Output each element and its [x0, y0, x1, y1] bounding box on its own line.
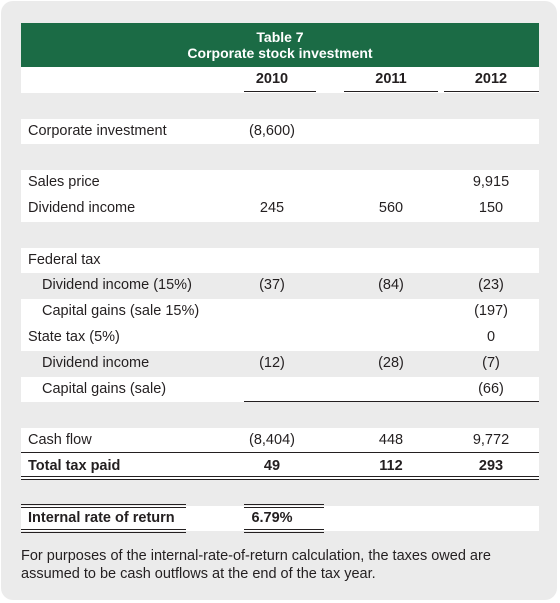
cell-2012: (23) — [478, 277, 504, 294]
cell-2011: 560 — [378, 199, 404, 216]
cell-2012: (7) — [482, 354, 500, 371]
table-subtitle: Corporate stock investment — [187, 45, 373, 61]
row-label: State tax (5%) — [28, 328, 120, 345]
cell-2010: 245 — [259, 199, 285, 216]
row-label: Cash flow — [28, 432, 92, 449]
cell-2012: 293 — [478, 457, 504, 474]
table-row: Corporate investment (8,600) — [21, 118, 539, 145]
corporate-stock-table: Table 7 Corporate stock investment 2010 … — [21, 23, 539, 533]
table-row: State tax (5%) 0 — [21, 324, 539, 351]
table-row: Sales price 9,915 — [21, 170, 539, 196]
column-header-2011: 2011 — [375, 71, 407, 87]
spacer-row — [21, 92, 539, 119]
row-label: Dividend income — [28, 199, 136, 216]
table-row: Capital gains (sale) (66) — [21, 376, 539, 403]
row-label: Internal rate of return — [28, 509, 175, 526]
cell-2012: (197) — [474, 303, 508, 320]
cell-2012: 9,915 — [472, 174, 510, 191]
cell-2010: (8,404) — [249, 432, 295, 449]
cell-2010: 6.79% — [251, 509, 293, 526]
cell-2010: 49 — [263, 457, 281, 474]
row-label: Capital gains (sale 15%) — [42, 303, 200, 320]
table-header: Table 7 Corporate stock investment — [21, 23, 539, 67]
row-label: Total tax paid — [28, 457, 121, 474]
cell-2010: (8,600) — [249, 122, 295, 139]
column-header-row: 2010 2011 2012 — [21, 67, 539, 93]
row-label: Capital gains (sale) — [42, 380, 167, 397]
column-header-2012: 2012 — [474, 71, 508, 87]
cell-2012: 0 — [486, 328, 496, 345]
column-header-2010: 2010 — [255, 71, 289, 87]
spacer-row — [21, 402, 539, 429]
cell-2012: (66) — [478, 380, 504, 397]
cell-2011: (28) — [378, 354, 404, 371]
cell-2011: 448 — [378, 432, 404, 449]
row-label: Dividend income (15%) — [42, 277, 192, 294]
cell-2011: (84) — [378, 277, 404, 294]
cell-2012: 150 — [478, 199, 504, 216]
footnote: For purposes of the internal-rate-of-ret… — [21, 548, 491, 582]
row-label: Sales price — [28, 174, 100, 191]
table-row: Federal tax — [21, 247, 539, 274]
cell-2012: 9,772 — [472, 432, 510, 449]
table-title: Table 7 — [256, 29, 304, 45]
cell-2011: 112 — [379, 457, 403, 474]
row-label: Corporate investment — [28, 122, 167, 139]
spacer-row — [21, 221, 539, 248]
table-row: Dividend income (15%) (37) (84) (23) — [21, 273, 539, 300]
table-row: Cash flow (8,404) 448 9,772 — [21, 428, 539, 454]
cell-2010: (37) — [259, 277, 285, 294]
row-label: Dividend income — [42, 354, 150, 371]
table-row: Capital gains (sale 15%) (197) — [21, 299, 539, 325]
table-row: Dividend income 245 560 150 — [21, 195, 539, 222]
row-label: Federal tax — [28, 251, 101, 268]
spacer-row — [21, 144, 539, 171]
spacer-row — [21, 479, 539, 506]
cell-2010: (12) — [259, 354, 285, 371]
table-row: Total tax paid 49 112 293 — [21, 453, 539, 480]
table-row: Dividend income (12) (28) (7) — [21, 350, 539, 377]
table-row: Internal rate of return 6.79% — [21, 503, 539, 533]
